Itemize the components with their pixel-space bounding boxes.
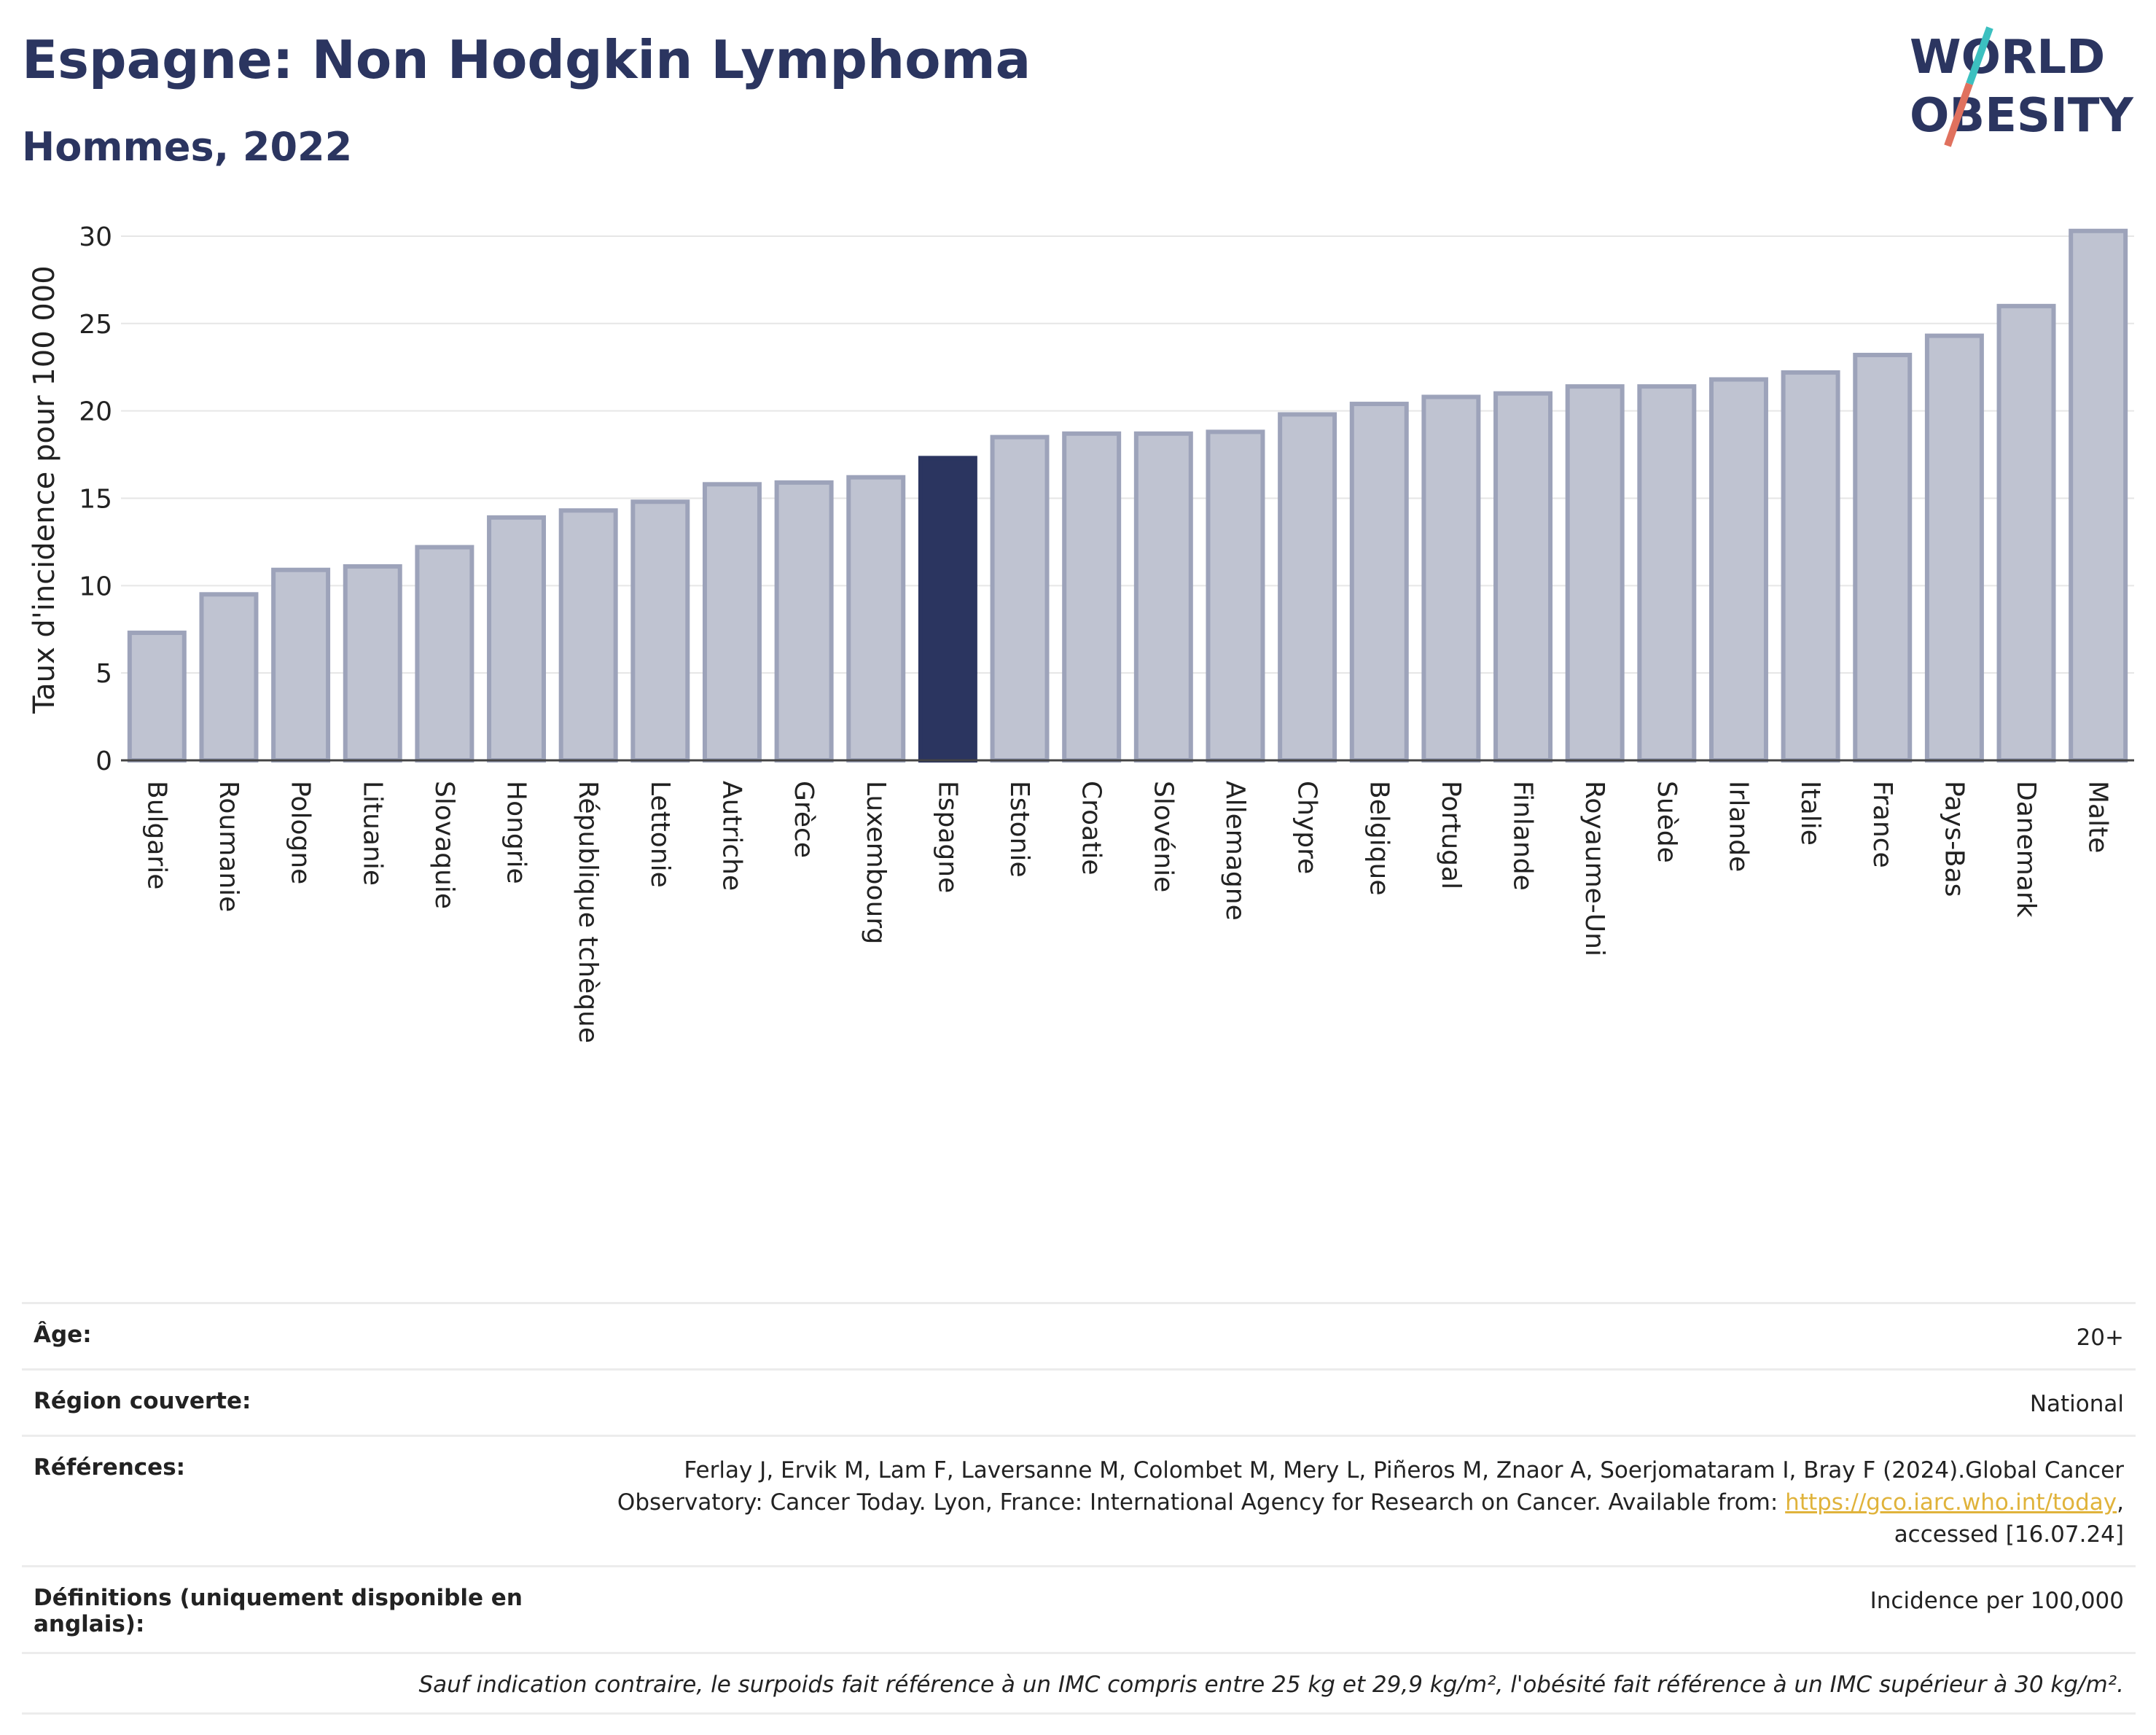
x-tick-label: Roumanie (214, 781, 243, 912)
bar-portugal (1421, 394, 1481, 763)
y-tick-label: 15 (79, 484, 112, 514)
bar-r-publique-tch-que (558, 508, 618, 763)
y-tick-label: 5 (95, 659, 112, 689)
references-label: Références: (34, 1454, 186, 1481)
references-text-3: , (2117, 1489, 2124, 1516)
bar-su-de (1637, 384, 1697, 763)
bar-irlande (1708, 377, 1768, 763)
x-tick-label: Autriche (716, 781, 746, 891)
x-tick-label: Lettonie (645, 781, 675, 888)
logo-line2: OBESITY (1910, 89, 2133, 143)
age-value: 20+ (2076, 1325, 2124, 1351)
y-axis-ticks: 0 5 10 15 20 25 30 (79, 222, 112, 776)
x-tick-label: Hongrie (501, 781, 531, 884)
x-tick-label: Croatie (1077, 781, 1106, 876)
bar-pays-bas (1924, 333, 1984, 763)
logo-slash-bottom (1944, 82, 1973, 147)
references-link[interactable]: https://gco.iarc.who.int/today (1785, 1489, 2117, 1516)
x-tick-label: Estonie (1004, 781, 1034, 878)
x-tick-label: Royaume-Uni (1579, 781, 1609, 956)
info-table: Âge: 20+ Région couverte: National Référ… (22, 1302, 2136, 1715)
bar-gr-ce (774, 480, 834, 763)
references-value: Ferlay J, Ervik M, Lam F, Laversanne M, … (515, 1454, 2124, 1551)
info-row-age: Âge: 20+ (22, 1302, 2136, 1368)
bar-italie (1781, 370, 1840, 763)
x-tick-label: Italie (1795, 781, 1825, 846)
region-label: Région couverte: (34, 1388, 251, 1414)
info-row-references: Références: Ferlay J, Ervik M, Lam F, La… (22, 1435, 2136, 1565)
y-tick-label: 30 (79, 222, 112, 252)
info-row-note: Sauf indication contraire, le surpoids f… (22, 1652, 2136, 1715)
bar-croatie (1062, 431, 1122, 763)
bar-slov-nie (1133, 431, 1193, 763)
bar-espagne (918, 456, 977, 763)
bar-danemark (1996, 303, 2056, 763)
bar-lituanie (343, 564, 402, 763)
logo-slash-top (1966, 26, 1993, 85)
x-tick-label: Allemagne (1220, 781, 1250, 921)
references-text-4: accessed [16.07.24] (1894, 1521, 2124, 1548)
x-tick-label: Slovénie (1148, 781, 1178, 892)
x-tick-label: Danemark (2011, 781, 2041, 918)
bar-belgique (1349, 402, 1409, 763)
bar-bulgarie (127, 631, 187, 763)
page-subtitle: Hommes, 2022 (22, 124, 353, 170)
y-axis-title: Taux d'incidence pour 100 000 (28, 265, 61, 714)
definitions-value: Incidence per 100,000 (1870, 1588, 2124, 1614)
x-tick-label: France (1867, 781, 1897, 868)
x-tick-label: Espagne (932, 781, 962, 893)
x-tick-label: Finlande (1508, 781, 1538, 891)
y-tick-label: 10 (79, 572, 112, 601)
x-tick-label: Bulgarie (141, 781, 171, 889)
x-axis-ticks: Bulgarie Roumanie Pologne Lituanie Slovaquie… (141, 781, 2112, 1043)
info-row-definitions: Définitions (uniquement disponible en an… (22, 1565, 2136, 1652)
chart-bars (127, 228, 2128, 763)
y-tick-label: 0 (95, 746, 112, 776)
y-tick-label: 25 (79, 310, 112, 340)
references-text-2: Observatory: Cancer Today. Lyon, France:… (617, 1489, 1786, 1516)
age-label: Âge: (34, 1322, 92, 1348)
bar-pologne (271, 567, 331, 763)
x-tick-label: Malte (2083, 781, 2113, 853)
x-tick-label: Luxembourg (861, 781, 891, 944)
x-tick-label: Slovaquie (429, 781, 459, 909)
x-tick-label: Pologne (286, 781, 316, 884)
x-tick-label: Lituanie (357, 781, 387, 886)
bar-royaume-uni (1565, 384, 1625, 763)
bar-slovaquie (415, 545, 474, 763)
references-text-1: Ferlay J, Ervik M, Lam F, Laversanne M, … (684, 1457, 2124, 1483)
page-title: Espagne: Non Hodgkin Lymphoma (22, 29, 1031, 90)
bar-luxembourg (846, 475, 906, 763)
x-tick-label: Grèce (789, 781, 819, 858)
world-obesity-logo: WORLD OBESITY (1910, 26, 2133, 147)
bar-france (1853, 352, 1913, 763)
x-tick-label: Chypre (1292, 781, 1322, 874)
x-tick-label: Pays-Bas (1939, 781, 1969, 897)
bar-lettonie (630, 499, 690, 763)
bar-autriche (702, 482, 762, 763)
x-tick-label: République tchèque (573, 781, 603, 1043)
x-tick-label: Irlande (1723, 781, 1753, 872)
bar-finlande (1493, 391, 1553, 763)
logo-line1: WORLD (1910, 31, 2105, 85)
bar-allemagne (1206, 429, 1265, 763)
info-row-region: Région couverte: National (22, 1368, 2136, 1435)
bar-malte (2069, 228, 2128, 763)
bar-chypre (1278, 412, 1337, 763)
bar-hongrie (487, 515, 547, 763)
y-tick-label: 20 (79, 397, 112, 427)
obesity-definition-note: Sauf indication contraire, le surpoids f… (418, 1672, 2124, 1698)
definitions-label: Définitions (uniquement disponible en an… (34, 1585, 523, 1637)
bar-roumanie (199, 592, 259, 763)
bar-estonie (990, 434, 1050, 763)
region-value: National (2029, 1391, 2124, 1417)
x-tick-label: Belgique (1364, 781, 1394, 896)
x-tick-label: Portugal (1436, 781, 1466, 889)
bar-chart: 0 5 10 15 20 25 30 Bulgarie Roumanie Pologne Litu… (28, 222, 2134, 1043)
x-tick-label: Suède (1652, 781, 1682, 863)
